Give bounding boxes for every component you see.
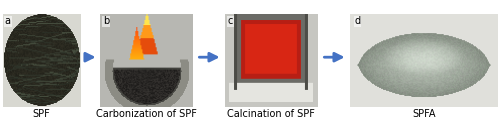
Text: SPF: SPF: [32, 109, 50, 119]
Text: SPFA: SPFA: [412, 109, 436, 119]
Text: a: a: [5, 16, 11, 26]
Text: c: c: [228, 16, 233, 26]
Text: Carbonization of SPF: Carbonization of SPF: [96, 109, 196, 119]
Text: Calcination of SPF: Calcination of SPF: [228, 109, 315, 119]
Text: d: d: [354, 16, 360, 26]
Text: b: b: [103, 16, 109, 26]
